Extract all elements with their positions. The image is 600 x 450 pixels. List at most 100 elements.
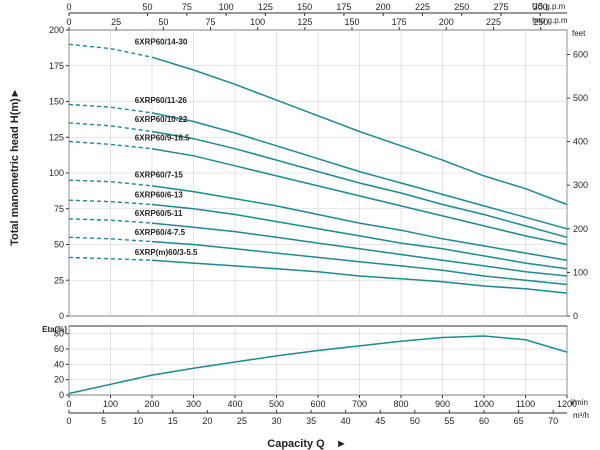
top-imp-tick-label: 125 (297, 17, 312, 27)
top-us-tick-label: 0 (66, 2, 71, 12)
x-tick-label-lmin: 300 (186, 399, 201, 409)
x-axis-arrow-icon: ► (336, 438, 347, 450)
tick-layer: 0255075100125150175200010020030040050060… (49, 2, 588, 426)
x-tick-label-lmin: 1000 (474, 399, 494, 409)
x-tick-label-m3h: 10 (133, 416, 143, 426)
top-imp-tick-label: 75 (205, 17, 215, 27)
y-right-tick-label: 200 (573, 224, 588, 234)
x-tick-label-m3h: 40 (341, 416, 351, 426)
head-curve-2 (151, 130, 568, 239)
curve-label: 6XRP(m)60/3-5.5 (135, 248, 198, 257)
head-curve-8 (151, 259, 568, 294)
x-tick-label-m3h: 45 (375, 416, 385, 426)
x-tick-label-lmin: 1200 (557, 399, 577, 409)
eff-tick-label: 40 (54, 359, 64, 369)
curve-label: 6XRP60/5-11 (135, 209, 183, 218)
y-tick-label: 200 (49, 25, 64, 35)
x-axis-title: Capacity Q (267, 438, 325, 450)
top-us-tick-label: 250 (454, 2, 469, 12)
y-right-tick-label: 500 (573, 93, 588, 103)
head-curve-6 (151, 222, 568, 277)
y-tick-label: 175 (49, 61, 64, 71)
x-tick-label-m3h: 60 (479, 416, 489, 426)
x-tick-label-m3h: 30 (271, 416, 281, 426)
x-tick-label-lmin: 1100 (516, 399, 535, 409)
x-tick-label-m3h: 55 (444, 416, 454, 426)
y-axis-title: Total manometric head H(m) (9, 98, 21, 246)
y-right-tick-label: 0 (573, 311, 578, 321)
top-us-tick-label: 125 (258, 2, 273, 12)
x-tick-label-m3h: 25 (237, 416, 247, 426)
x-tick-label-m3h: 50 (410, 416, 420, 426)
x-tick-label-lmin: 800 (393, 399, 408, 409)
right-axis-unit: feet (572, 29, 586, 38)
y-right-tick-label: 300 (573, 180, 588, 190)
y-tick-label: 100 (49, 168, 64, 178)
y-tick-label: 50 (54, 240, 64, 250)
head-curve-1 (151, 112, 568, 230)
x-tick-label-m3h: 65 (514, 416, 524, 426)
top-us-tick-label: 175 (336, 2, 351, 12)
x-tick-label-lmin: 600 (310, 399, 325, 409)
x-tick-label-m3h: 5 (101, 416, 106, 426)
y-right-tick-label: 400 (573, 137, 588, 147)
eff-tick-label: 80 (54, 329, 64, 339)
eff-tick-label: 60 (54, 344, 64, 354)
x-tick-label-m3h: 0 (66, 416, 71, 426)
curve-label: 6XRP60/14-30 (135, 38, 188, 47)
x-tick-label-lmin: 0 (66, 399, 71, 409)
y-tick-label: 150 (49, 97, 64, 107)
top-imp-tick-label: 200 (439, 17, 454, 27)
y-tick-label: 25 (54, 275, 64, 285)
x-tick-label-m3h: 20 (202, 416, 212, 426)
top-us-unit: US g.p.m (532, 2, 566, 11)
top-imp-tick-label: 50 (158, 17, 168, 27)
curve-label: 6XRP60/7-15 (135, 171, 184, 180)
top-imp-tick-label: 225 (486, 17, 501, 27)
efficiency-curve (68, 335, 568, 395)
top-imp-tick-label: 150 (344, 17, 359, 27)
curve-label: 6XRP60/9-18.5 (135, 133, 190, 142)
head-curve-3 (151, 147, 568, 246)
curve-label: 6XRP60/4-7.5 (135, 228, 186, 237)
y-axis-arrow-icon: ► (9, 88, 21, 99)
top-us-tick-label: 150 (297, 2, 312, 12)
top-imp-unit: Imp g.p.m (532, 16, 568, 25)
x-tick-label-lmin: 400 (227, 399, 242, 409)
x-tick-label-m3h: 35 (306, 416, 316, 426)
x-tick-label-lmin: 900 (435, 399, 450, 409)
top-imp-tick-label: 25 (111, 17, 121, 27)
eff-tick-label: 0 (59, 390, 64, 400)
top-us-tick-label: 225 (415, 2, 430, 12)
efficiency-axis-label: Eta(%) (42, 325, 67, 334)
y-tick-label: 75 (54, 204, 64, 214)
eff-tick-label: 20 (54, 375, 64, 385)
top-imp-tick-label: 0 (66, 17, 71, 27)
top-us-tick-label: 275 (493, 2, 508, 12)
top-us-tick-label: 75 (182, 2, 192, 12)
curve-label: 6XRP60/11-26 (135, 96, 188, 105)
curve-label: 6XRP60/6-13 (135, 191, 184, 200)
top-us-tick-label: 200 (376, 2, 391, 12)
top-us-tick-label: 50 (143, 2, 153, 12)
head-curve-4 (151, 185, 568, 261)
x-tick-label-m3h: 70 (548, 416, 558, 426)
x-tick-label-m3h: 15 (168, 416, 178, 426)
x-unit-m3h: m³/h (573, 411, 589, 420)
y-tick-label: 0 (59, 311, 64, 321)
y-right-tick-label: 100 (573, 267, 588, 277)
y-right-tick-label: 600 (573, 49, 588, 59)
x-tick-label-lmin: 500 (269, 399, 284, 409)
top-us-tick-label: 300 (533, 2, 548, 12)
head-curve-5 (151, 203, 568, 270)
top-imp-tick-label: 100 (250, 17, 265, 27)
curve-label: 6XRP60/10-22 (135, 115, 188, 124)
head-curve-0 (151, 56, 568, 206)
top-imp-tick-label: 250 (533, 17, 548, 27)
x-tick-label-lmin: 100 (103, 399, 118, 409)
x-tick-label-lmin: 700 (352, 399, 367, 409)
x-tick-label-lmin: 200 (144, 399, 159, 409)
head-curve-7 (151, 240, 568, 286)
top-us-tick-label: 100 (219, 2, 234, 12)
